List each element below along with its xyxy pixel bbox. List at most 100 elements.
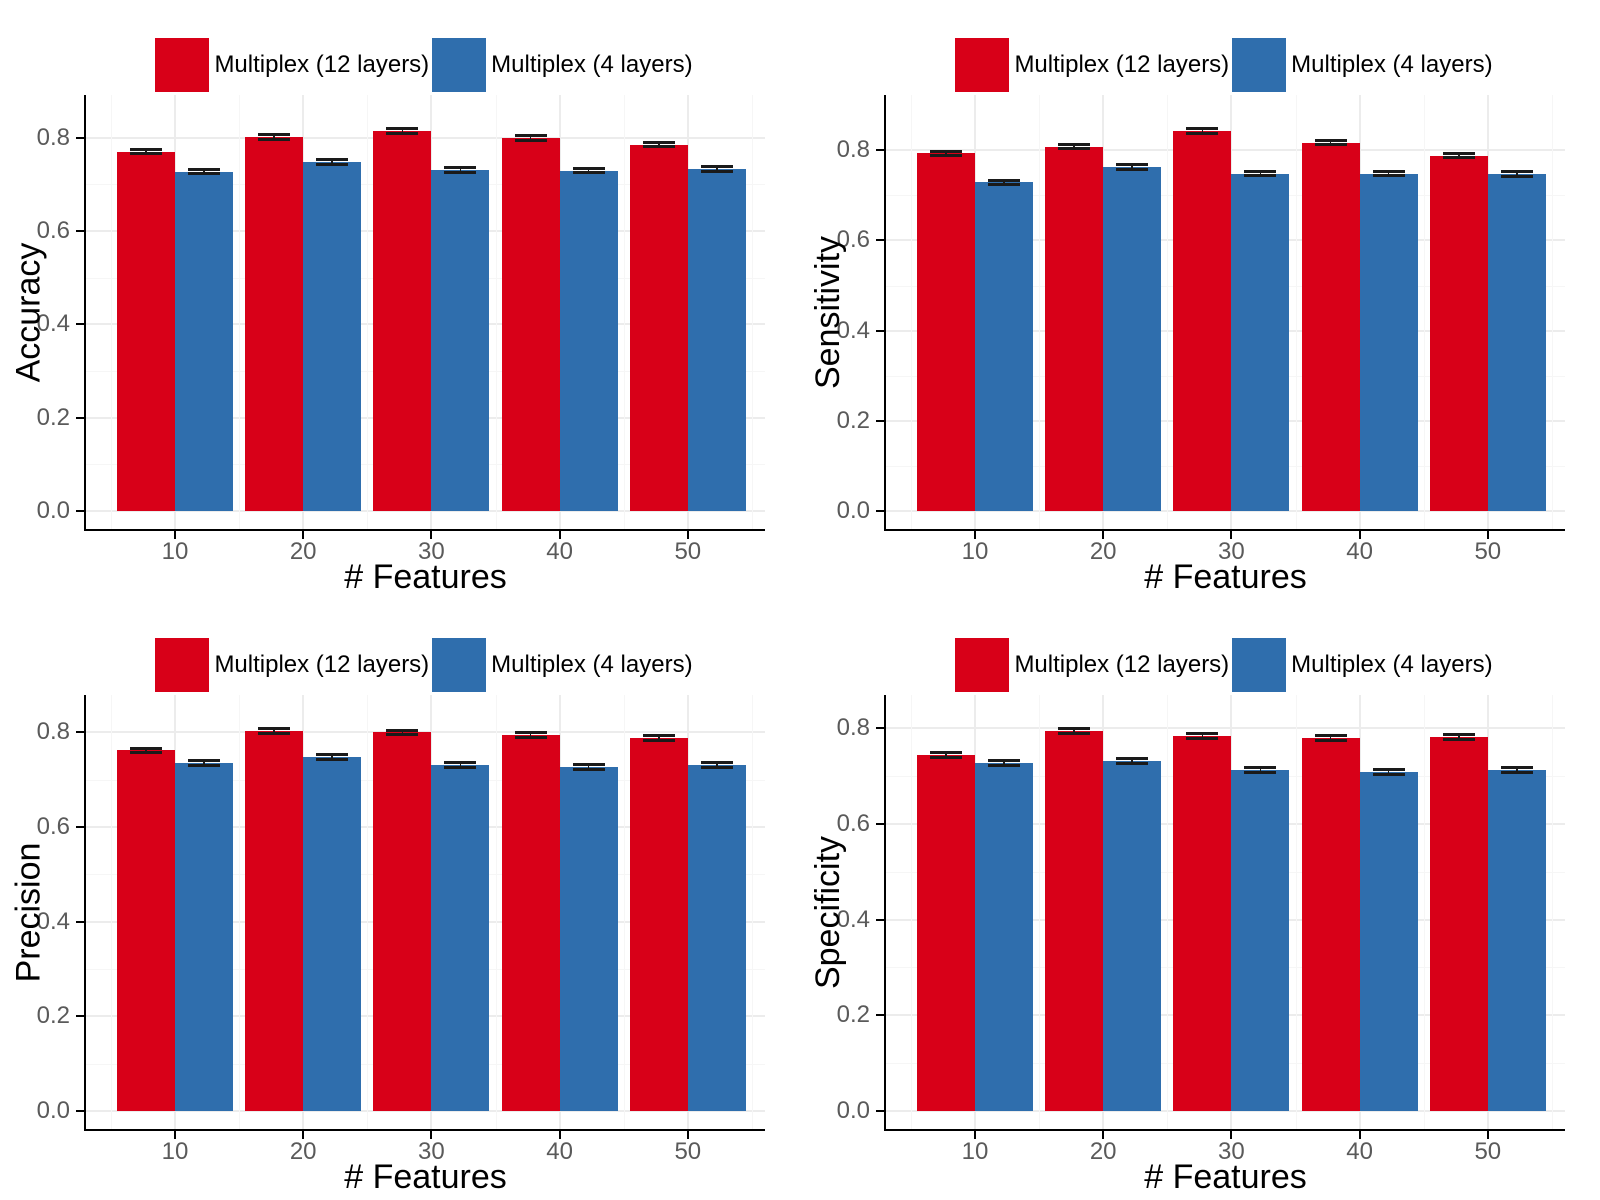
bar-multiplex-4-layers — [431, 765, 490, 1111]
x-tick-label: 40 — [1346, 1138, 1373, 1165]
x-tick-mark — [1102, 1131, 1105, 1139]
gridline-minor-v — [1167, 95, 1169, 529]
error-bar-cap-bottom — [1116, 761, 1149, 765]
bar-multiplex-12-layers — [117, 151, 175, 511]
x-tick-label: 50 — [1474, 538, 1502, 565]
error-bar-cap-bottom — [1372, 772, 1405, 776]
y-tick-label: 0.4 — [836, 905, 870, 933]
x-tick-mark — [1486, 1131, 1489, 1139]
error-bar-cap-bottom — [1186, 131, 1219, 135]
legend-item: Multiplex (12 layers) — [955, 638, 1232, 692]
gridline-minor-v — [623, 695, 625, 1129]
legend-item: Multiplex (12 layers) — [155, 38, 432, 92]
error-bar-cap-bottom — [514, 736, 547, 740]
legend-swatch-blue — [1232, 38, 1287, 92]
legend: Multiplex (12 layers) Multiplex (4 layers… — [886, 637, 1565, 693]
y-tick-mark — [876, 822, 884, 825]
y-axis-line — [84, 95, 86, 531]
error-bar-line — [716, 762, 718, 768]
gridline-minor-v — [623, 95, 625, 529]
gridline-minor-v — [495, 95, 497, 529]
x-tick-mark — [174, 1131, 176, 1139]
error-bar-line — [331, 159, 333, 165]
x-tick-label: 50 — [1474, 1138, 1502, 1165]
error-bar-line — [1329, 140, 1332, 145]
y-tick-mark — [76, 1015, 84, 1018]
legend-item: Multiplex (12 layers) — [955, 38, 1232, 92]
error-bar-line — [203, 760, 205, 766]
gridline-major-h — [886, 1110, 1565, 1112]
bar-multiplex-12-layers — [917, 153, 975, 511]
x-tick-label: 10 — [161, 1138, 189, 1165]
y-axis-title-wrap: Sensitivity — [800, 95, 858, 529]
legend-swatch-red — [155, 38, 210, 92]
plot-panel — [86, 95, 765, 529]
error-bar-cap-bottom — [572, 171, 605, 175]
error-bar-cap-bottom — [1058, 147, 1091, 151]
legend-label: Multiplex (12 layers) — [1014, 51, 1230, 78]
bar-multiplex-12-layers — [501, 137, 560, 511]
gridline-minor-v — [1551, 95, 1553, 529]
y-tick-mark — [876, 510, 884, 512]
bar-multiplex-4-layers — [1359, 173, 1418, 511]
x-tick-mark — [558, 1131, 561, 1139]
legend-swatch-red — [155, 638, 210, 692]
gridline-major-h — [86, 510, 765, 512]
y-tick-label: 0.6 — [836, 226, 870, 254]
error-bar-line — [587, 168, 590, 173]
error-bar-cap-bottom — [444, 765, 477, 769]
error-bar-line — [945, 151, 947, 156]
bar-multiplex-12-layers — [629, 738, 688, 1111]
x-tick-mark — [1230, 1131, 1233, 1139]
error-bar-cap-bottom — [1500, 770, 1533, 774]
legend-label: Multiplex (12 layers) — [1014, 651, 1230, 678]
y-axis-title-wrap: Accuracy — [0, 95, 58, 529]
bar-multiplex-4-layers — [1103, 166, 1162, 511]
error-bar-cap-bottom — [130, 751, 162, 755]
y-axis-title: Specificity — [809, 835, 848, 989]
bar-multiplex-12-layers — [917, 754, 975, 1111]
gridline-minor-v — [1423, 95, 1425, 529]
bar-multiplex-12-layers — [1429, 155, 1488, 511]
gridline-minor-v — [910, 95, 912, 529]
x-tick-label: 40 — [1346, 538, 1373, 565]
error-bar-cap-bottom — [700, 170, 733, 174]
legend-item: Multiplex (4 layers) — [1232, 638, 1495, 692]
y-tick-label: 0.6 — [36, 813, 70, 841]
y-tick-label: 0.0 — [36, 497, 70, 524]
x-tick-label: 20 — [289, 538, 317, 565]
y-tick-label: 0.2 — [36, 403, 70, 431]
y-tick-label: 0.4 — [836, 316, 870, 344]
gridline-minor-v — [239, 695, 241, 1129]
bar-multiplex-4-layers — [687, 169, 746, 511]
gridline-minor-v — [367, 695, 369, 1129]
gridline-minor-v — [367, 95, 369, 529]
bar-multiplex-4-layers — [303, 162, 362, 511]
error-bar-line — [1131, 164, 1133, 170]
gridline-minor-v — [1295, 695, 1297, 1129]
error-bar-cap-bottom — [988, 183, 1020, 187]
x-tick-mark — [430, 1131, 433, 1139]
bar-multiplex-12-layers — [373, 130, 432, 511]
x-tick-label: 20 — [289, 1138, 317, 1165]
bar-multiplex-12-layers — [1301, 142, 1360, 511]
y-tick-mark — [876, 1110, 884, 1112]
bar-multiplex-4-layers — [559, 170, 618, 511]
error-bar-cap-bottom — [930, 755, 962, 759]
bar-multiplex-12-layers — [1173, 130, 1232, 511]
y-tick-mark — [876, 1014, 884, 1017]
x-tick-label: 30 — [1218, 1138, 1245, 1165]
error-bar-line — [1387, 769, 1390, 775]
x-tick-mark — [686, 1131, 689, 1139]
error-bar-cap-bottom — [1442, 156, 1475, 160]
y-axis-title: Precision — [9, 842, 48, 982]
gridline-minor-v — [1295, 95, 1297, 529]
error-bar-cap-bottom — [642, 145, 675, 149]
error-bar-line — [1329, 735, 1332, 741]
x-tick-mark — [1358, 1131, 1361, 1139]
error-bar-line — [1131, 758, 1133, 764]
error-bar-line — [1073, 728, 1075, 734]
gridline-minor-v — [239, 95, 241, 529]
error-bar-cap-bottom — [1186, 737, 1219, 741]
error-bar-line — [529, 732, 532, 738]
